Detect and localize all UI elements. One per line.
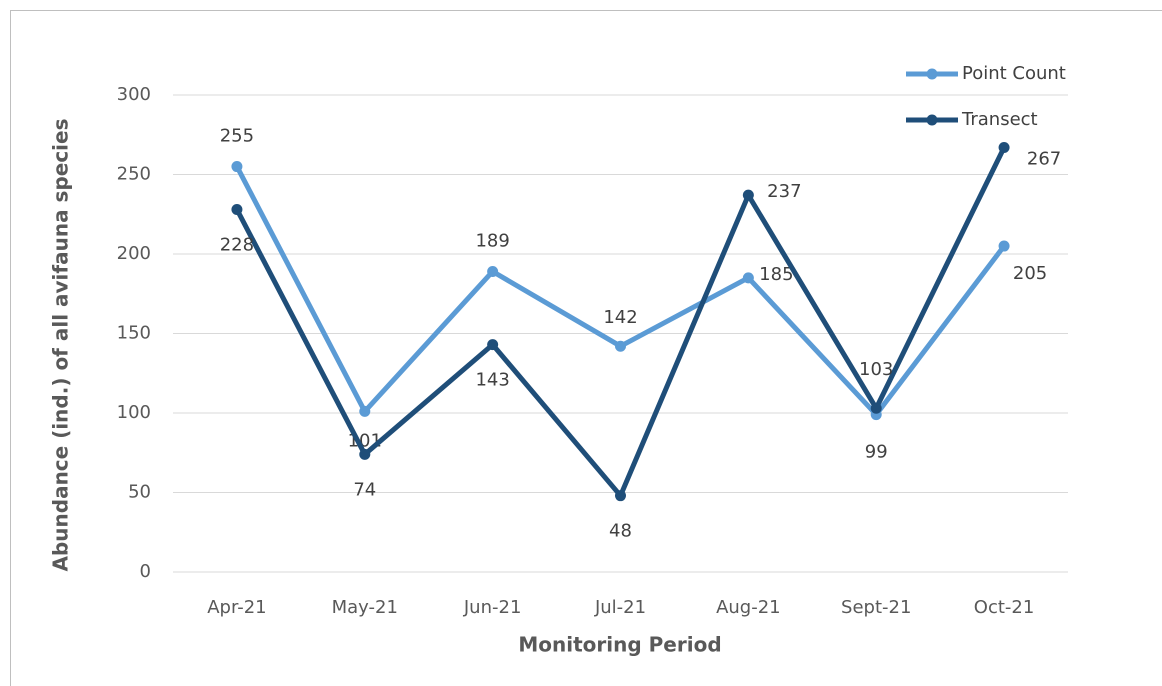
data-point: [742, 272, 754, 284]
data-label: 185: [759, 264, 793, 285]
data-point: [615, 490, 626, 502]
x-tick-label: Jul-21: [594, 597, 646, 618]
legend-label: Transect: [961, 109, 1038, 130]
x-tick-label: Apr-21: [207, 597, 266, 618]
data-point: [359, 448, 371, 460]
x-tick-label: May-21: [332, 597, 398, 618]
data-point: [998, 141, 1010, 153]
data-label: 99: [865, 442, 888, 463]
y-tick-label: 100: [117, 402, 151, 423]
data-point: [231, 161, 243, 173]
data-label: 189: [475, 230, 509, 251]
y-axis-title: Abundance (ind.) of all avifauna species: [49, 118, 73, 571]
data-label: 74: [353, 479, 376, 500]
y-tick-label: 0: [140, 561, 151, 582]
legend-marker: [926, 114, 938, 126]
chart-border: [10, 10, 1162, 686]
x-tick-label: Sept-21: [841, 597, 911, 618]
data-label: 237: [767, 181, 801, 202]
x-axis-title: Monitoring Period: [518, 633, 721, 657]
y-tick-label: 200: [117, 243, 151, 264]
data-point: [742, 189, 754, 201]
data-label: 267: [1027, 148, 1061, 169]
data-label: 143: [475, 370, 509, 391]
legend-label: Point Count: [962, 63, 1066, 84]
y-tick-label: 250: [117, 164, 151, 185]
data-point: [998, 240, 1010, 252]
x-tick-label: Oct-21: [974, 597, 1035, 618]
data-label: 142: [603, 307, 637, 328]
x-tick-label: Aug-21: [716, 597, 781, 618]
data-point: [870, 402, 882, 414]
legend-marker: [926, 68, 938, 80]
data-point: [231, 203, 243, 215]
data-label: 103: [859, 359, 893, 380]
data-label: 205: [1013, 263, 1047, 284]
data-point: [615, 340, 626, 352]
data-point: [487, 265, 499, 277]
data-point: [359, 405, 371, 417]
data-point: [487, 339, 499, 351]
y-tick-label: 150: [117, 323, 151, 344]
data-label: 48: [609, 521, 632, 542]
data-label: 255: [220, 126, 254, 147]
data-label: 228: [220, 234, 254, 255]
y-tick-label: 50: [128, 482, 151, 503]
y-tick-label: 300: [117, 84, 151, 105]
x-tick-label: Jun-21: [463, 597, 522, 618]
